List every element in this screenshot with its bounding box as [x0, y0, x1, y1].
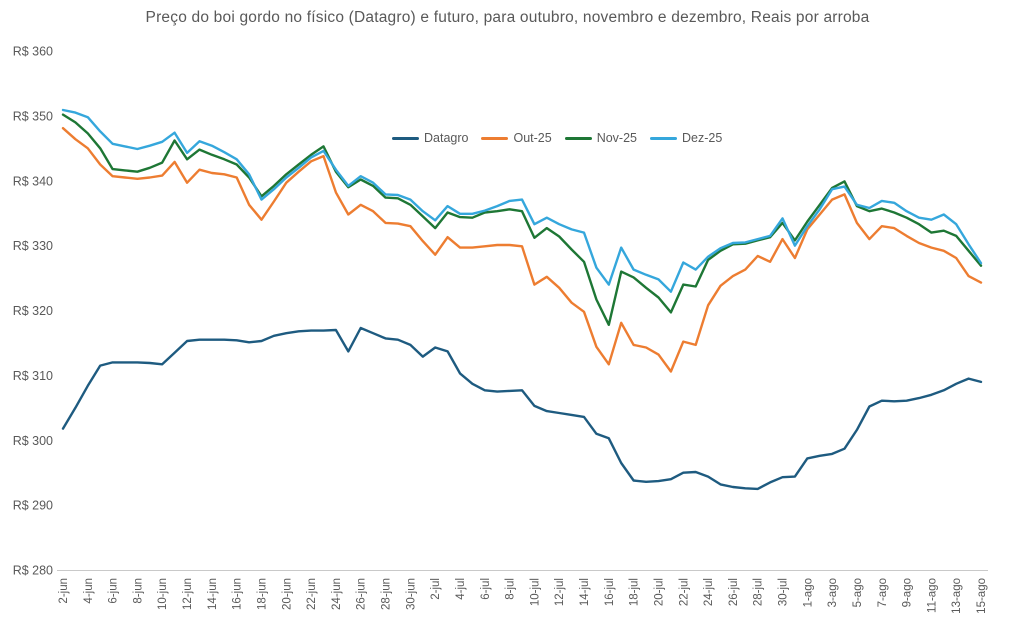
legend-line-swatch	[392, 136, 419, 140]
series-line-datagro	[61, 326, 983, 491]
y-axis-tick-label: R$ 280	[13, 564, 53, 578]
y-axis-tick-label: R$ 340	[13, 174, 53, 188]
x-axis-tick-label: 20-jun	[281, 578, 293, 610]
x-axis-tick-label: 11-ago	[926, 578, 938, 613]
x-axis-tick-label: 10-jul	[529, 578, 541, 606]
x-axis-tick-label: 6-jul	[480, 578, 492, 600]
x-axis-tick-label: 4-jun	[83, 578, 95, 604]
x-axis-tick-label: 18-jul	[629, 578, 641, 606]
x-axis-tick-label: 6-jun	[108, 578, 120, 604]
x-axis-tick-label: 30-jun	[405, 578, 417, 610]
x-axis-tick-label: 8-jul	[505, 578, 517, 600]
x-axis-tick-label: 14-jun	[207, 578, 219, 610]
chart-title: Preço do boi gordo no físico (Datagro) e…	[145, 9, 870, 26]
legend-label: Dez-25	[682, 131, 723, 145]
x-axis-tick-label: 22-jun	[306, 578, 318, 610]
x-axis-tick-label: 1-ago	[802, 578, 814, 607]
x-axis-tick-label: 4-jul	[455, 578, 467, 600]
x-axis-tick-label: 26-jun	[356, 578, 368, 610]
x-axis-tick-label: 5-ago	[852, 578, 864, 607]
y-axis-tick-label: R$ 290	[13, 499, 53, 513]
legend-item-nov-25: Nov-25	[564, 131, 637, 145]
x-axis-tick-label: 22-jul	[678, 578, 690, 606]
legend-item-datagro: Datagro	[392, 131, 468, 145]
x-axis-tick-label: 28-jul	[753, 578, 765, 606]
x-axis-tick-label: 2-jun	[58, 578, 70, 604]
y-axis-tick-label: R$ 360	[13, 45, 53, 59]
x-axis-tick-label: 15-ago	[976, 578, 988, 614]
chart-legend: Datagro Out-25 Nov-25 Dez-25	[392, 131, 722, 145]
x-axis-tick-label: 24-jul	[703, 578, 715, 606]
series-line-nov-25	[61, 113, 983, 326]
legend-item-out-25: Out-25	[481, 131, 552, 145]
series-line-dez-25	[61, 108, 983, 293]
x-axis-tick-label: 7-ago	[877, 578, 889, 607]
legend-label: Out-25	[513, 131, 552, 145]
x-axis-tick-label: 13-ago	[951, 578, 963, 614]
legend-label: Nov-25	[596, 131, 637, 145]
y-axis-tick-label: R$ 350	[13, 109, 53, 123]
x-axis-tick-label: 26-jul	[728, 578, 740, 606]
x-axis-tick-label: 8-jun	[132, 578, 144, 604]
legend-line-swatch	[481, 136, 509, 140]
x-axis-tick-label: 30-jul	[778, 578, 790, 606]
legend-line-swatch	[564, 136, 592, 140]
x-axis-tick-label: 16-jul	[604, 578, 616, 606]
legend-item-dez-25: Dez-25	[650, 131, 722, 145]
y-axis-tick-label: R$ 330	[13, 239, 53, 253]
legend-line-swatch	[650, 136, 677, 140]
x-axis-tick-label: 12-jun	[182, 578, 194, 610]
x-axis-tick-label: 9-ago	[902, 578, 914, 607]
series-line-out-25	[61, 126, 983, 373]
x-axis-tick-label: 3-ago	[827, 578, 839, 607]
x-axis-tick-label: 24-jun	[331, 578, 343, 610]
x-axis-tick-label: 14-jul	[579, 578, 591, 606]
y-axis-tick-label: R$ 310	[13, 369, 53, 383]
x-axis-tick-label: 2-jul	[430, 578, 442, 600]
legend-label: Datagro	[424, 131, 469, 145]
x-axis-tick-label: 20-jul	[654, 578, 666, 606]
x-axis-tick-label: 16-jun	[232, 578, 244, 610]
x-axis-tick-label: 12-jul	[554, 578, 566, 606]
y-axis-tick-label: R$ 300	[13, 434, 53, 448]
x-axis-tick-label: 10-jun	[157, 578, 169, 610]
x-axis-tick-label: 28-jun	[381, 578, 393, 610]
y-axis-tick-label: R$ 320	[13, 304, 53, 318]
x-axis-tick-label: 18-jun	[257, 578, 269, 610]
